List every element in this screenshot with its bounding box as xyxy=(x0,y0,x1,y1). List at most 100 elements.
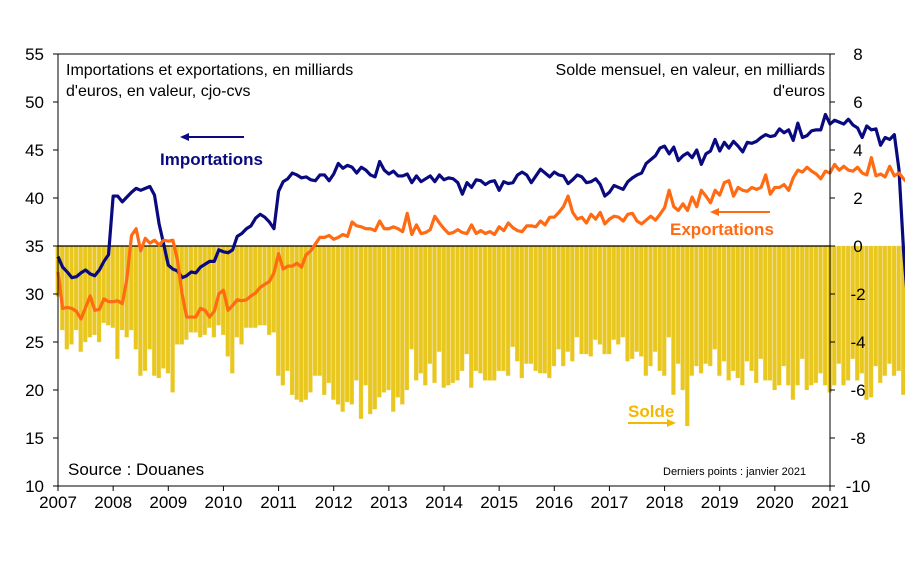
solde-bar xyxy=(478,245,483,374)
solde-bar xyxy=(841,245,846,386)
x-tick-label: 2021 xyxy=(811,493,849,512)
solde-bar xyxy=(266,245,272,335)
solde-bar xyxy=(64,245,70,350)
x-axis: 2007 2008 2009 2010 2011 2012 2013 2014 2015 2016… xyxy=(39,493,849,512)
solde-bar xyxy=(799,245,805,359)
solde-bar xyxy=(372,245,377,410)
solde-bar xyxy=(303,245,309,400)
solde-bar xyxy=(675,245,681,364)
solde-bar xyxy=(855,245,860,381)
solde-bar xyxy=(565,245,570,352)
solde-bar xyxy=(680,245,685,391)
solde-bar xyxy=(721,245,727,362)
solde-bar xyxy=(891,245,897,376)
solde-bar xyxy=(570,245,575,362)
y-right-tick-label: 6 xyxy=(853,93,862,112)
solde-bar xyxy=(294,245,299,400)
solde-bar xyxy=(850,245,855,359)
solde-bar xyxy=(418,245,423,374)
solde-bar xyxy=(772,245,777,391)
solde-bar xyxy=(432,245,437,383)
solde-bar xyxy=(703,245,708,364)
y-left-tick-label: 45 xyxy=(25,141,44,160)
solde-bar xyxy=(671,245,676,395)
solde-bar xyxy=(639,245,644,357)
solde-bar xyxy=(441,245,446,388)
solde-bar xyxy=(69,245,74,345)
left-title-line2: d'euros, en valeur, cjo-cvs xyxy=(66,83,251,100)
solde-bar xyxy=(308,245,313,393)
solde-bar xyxy=(317,245,322,376)
x-tick-label: 2013 xyxy=(370,493,408,512)
solde-bar xyxy=(708,245,713,367)
solde-bar xyxy=(501,245,506,371)
solde-bar xyxy=(556,245,561,350)
right-axis-title: Solde mensuel, en valeur, en milliards d… xyxy=(470,60,825,102)
solde-bar xyxy=(735,245,740,379)
x-tick-label: 2020 xyxy=(756,493,794,512)
solde-bar xyxy=(92,245,97,335)
solde-bar xyxy=(685,245,690,427)
solde-bar xyxy=(469,245,474,388)
exports-label: Exportations xyxy=(668,219,776,240)
solde-bar xyxy=(202,245,207,335)
solde-bar xyxy=(354,245,359,381)
solde-bar xyxy=(813,245,819,383)
solde-bar xyxy=(767,245,773,381)
solde-bar xyxy=(666,245,672,338)
y-left-tick-label: 10 xyxy=(25,477,44,496)
solde-bar xyxy=(588,245,593,357)
solde-bar xyxy=(133,245,138,350)
y-right-tick-label: -4 xyxy=(850,333,865,352)
solde-label: Solde xyxy=(628,402,675,421)
solde-bar xyxy=(299,245,304,403)
exports-line xyxy=(56,156,905,321)
y-right-tick-label: -2 xyxy=(850,285,865,304)
y-right-tick-label: 2 xyxy=(853,189,862,208)
solde-bar xyxy=(156,245,161,379)
exports-arrow xyxy=(710,208,770,216)
x-tick-label: 2012 xyxy=(315,493,353,512)
solde-arrow xyxy=(628,419,676,427)
solde-bar xyxy=(777,245,782,386)
solde-bar xyxy=(818,245,823,374)
solde-bar xyxy=(873,245,878,367)
solde-bar xyxy=(427,245,433,364)
solde-bar xyxy=(455,245,460,381)
solde-bar xyxy=(377,245,382,398)
solde-bar xyxy=(436,245,442,352)
solde-bar xyxy=(629,245,635,359)
solde-bar xyxy=(331,245,336,400)
solde-bar xyxy=(510,245,515,347)
solde-bar xyxy=(786,245,791,386)
x-tick-label: 2007 xyxy=(39,493,77,512)
solde-bar xyxy=(574,245,580,338)
imports-arrow xyxy=(180,133,244,141)
solde-bar xyxy=(781,245,786,367)
solde-bar xyxy=(138,245,143,376)
solde-bar xyxy=(804,245,809,391)
solde-bar xyxy=(731,245,736,371)
solde-bar xyxy=(446,245,451,386)
solde-bar xyxy=(505,245,511,376)
solde-bar xyxy=(519,245,524,379)
solde-bar xyxy=(602,245,607,355)
solde-bar xyxy=(358,245,364,419)
solde-bar xyxy=(533,245,538,371)
y-axis-left: 10 15 20 25 30 35 40 45 50 55 xyxy=(25,45,44,496)
solde-bar xyxy=(184,245,189,340)
solde-bar xyxy=(864,245,869,400)
solde-bar xyxy=(239,245,244,345)
solde-bar xyxy=(496,245,502,371)
solde-bar xyxy=(643,245,649,376)
y-axis-right: -10 -8 -6 -4 -2 0 2 4 6 8 xyxy=(846,45,871,496)
solde-bar xyxy=(579,245,584,355)
solde-bar xyxy=(147,245,152,350)
x-tick-label: 2018 xyxy=(646,493,684,512)
y-left-tick-label: 50 xyxy=(25,93,44,112)
solde-bar xyxy=(409,245,414,350)
y-right-tick-label: 4 xyxy=(853,141,862,160)
x-tick-label: 2017 xyxy=(591,493,629,512)
solde-bar xyxy=(78,245,83,352)
